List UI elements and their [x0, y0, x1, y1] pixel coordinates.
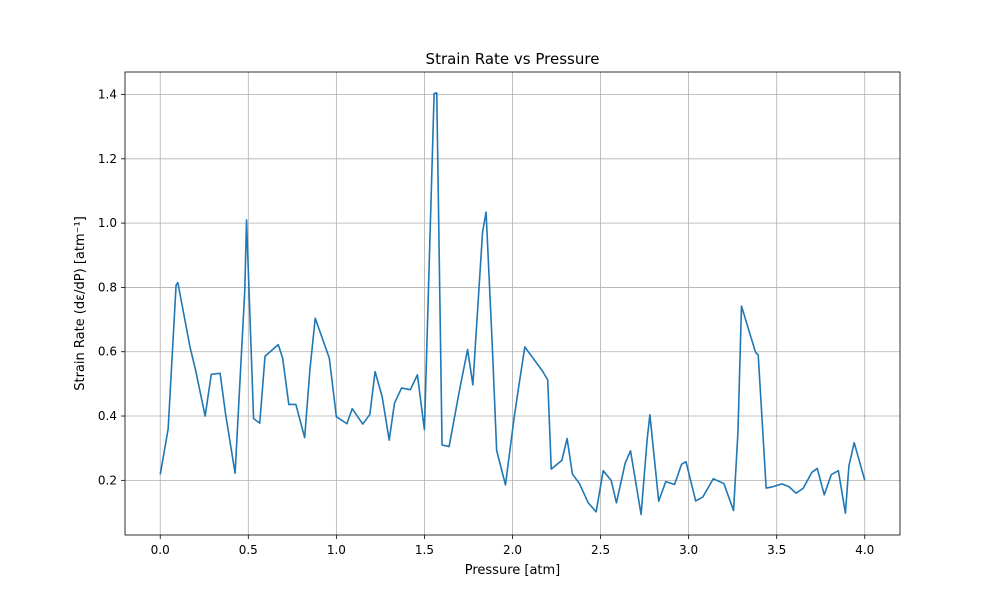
y-tick-label: 1.0: [98, 216, 117, 230]
axis-ticks: 0.0 0.5 1.0 1.5 2.0 2.5 3.0 3.5 4.0 0.2 0.4 0.6 0.8 1…: [98, 88, 874, 557]
x-tick-label: 0.0: [151, 543, 170, 557]
y-tick-label: 1.4: [98, 88, 117, 102]
y-axis-label: Strain Rate (dε/dP) [atm⁻¹]: [73, 216, 88, 391]
series-line: [159, 92, 866, 516]
series-layer: [159, 92, 866, 516]
x-tick-label: 1.0: [327, 543, 346, 557]
x-tick-label: 3.5: [767, 543, 786, 557]
x-tick-label: 0.5: [239, 543, 258, 557]
x-tick-label: 4.0: [855, 543, 874, 557]
y-tick-label: 0.6: [98, 345, 117, 359]
x-tick-label: 3.0: [679, 543, 698, 557]
y-tick-label: 0.4: [98, 409, 117, 423]
x-tick-label: 2.0: [503, 543, 522, 557]
y-tick-label: 1.2: [98, 152, 117, 166]
x-axis-label: Pressure [atm]: [465, 563, 561, 578]
chart-title: Strain Rate vs Pressure: [426, 50, 600, 68]
x-tick-label: 2.5: [591, 543, 610, 557]
x-tick-label: 1.5: [415, 543, 434, 557]
y-tick-label: 0.8: [98, 280, 117, 294]
y-tick-label: 0.2: [98, 473, 117, 487]
